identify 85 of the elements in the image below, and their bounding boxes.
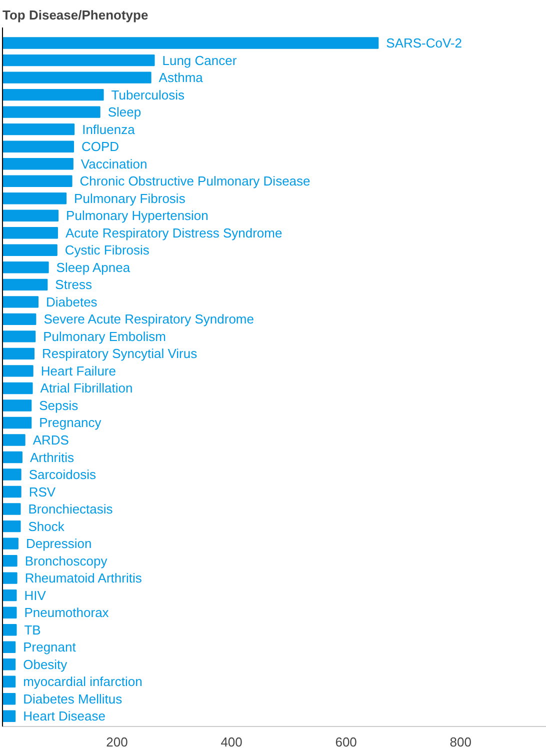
bar [2,175,72,187]
bar [2,520,21,532]
x-tick-label: 600 [335,734,357,750]
y-tick-label: Diabetes Mellitus [23,691,123,706]
bar [2,123,75,136]
bar [2,72,152,84]
y-tick-label: Sepsis [39,398,79,413]
y-tick-label: Acute Respiratory Distress Syndrome [65,225,282,240]
chart-title: Top Disease/Phenotype [2,8,148,22]
y-tick-label: Asthma [158,70,204,86]
y-tick-label: SARS-CoV-2 [386,36,462,51]
bar [2,606,17,618]
bar [2,158,74,170]
bar [2,210,59,222]
y-tick-label: Sleep Apnea [56,260,131,275]
y-tick-label: Heart Disease [23,708,106,724]
y-tick-label: Arthritis [30,450,75,465]
x-tick-label: 400 [220,734,242,750]
bar [2,227,58,239]
y-tick-label: Atrial Fibrillation [40,380,133,396]
y-tick-label: Chronic Obstructive Pulmonary Disease [80,174,310,189]
y-tick-label: COPD [82,139,120,154]
bar [2,658,16,670]
bar [2,676,16,688]
bar [2,330,36,342]
bar [2,365,34,377]
bar [2,693,16,705]
y-tick-label: Bronchoscopy [24,553,108,568]
y-tick-label: HIV [24,588,46,603]
bar [2,106,100,118]
y-tick-label: Bronchiectasis [28,502,114,517]
bar [2,140,74,152]
y-tick-label: Severe Acute Respiratory Syndrome [44,312,254,327]
bar [2,262,49,274]
y-tick-label: Shock [28,518,65,534]
bar [2,589,17,602]
y-tick-label: Influenza [82,122,136,137]
y-tick-label: Heart Failure [40,363,116,378]
y-tick-label: TB [24,622,41,638]
bar [2,538,18,550]
x-tick-label: 800 [450,734,472,750]
bar [2,400,32,412]
y-tick-label: Pregnancy [39,415,102,430]
bar [2,416,32,429]
bar [2,572,18,584]
y-tick-label: Depression [26,536,92,552]
bar [2,192,67,204]
y-tick-label: Stress [55,277,93,292]
bar [2,382,33,394]
bar [2,554,18,567]
y-tick-label: Pulmonary Hypertension [66,208,208,224]
bar [2,468,22,480]
bar [2,278,48,291]
bar [2,451,22,464]
bar [2,37,379,49]
bar [2,88,104,101]
bar [2,710,16,722]
y-tick-label: Obesity [23,656,68,672]
y-tick-label: myocardial infarction [23,674,142,690]
y-tick-label: RSV [28,484,56,500]
bar [2,434,26,446]
bar [2,624,17,636]
bar [2,503,21,515]
y-tick-label: Cystic Fibrosis [64,242,150,258]
y-tick-label: Sleep [108,104,142,120]
y-tick-label: Pregnant [23,640,76,655]
bar [2,244,58,256]
y-tick-label: Rheumatoid Arthritis [24,570,142,586]
y-tick-label: Pulmonary Embolism [43,328,166,344]
y-tick-label: Pneumothorax [24,605,110,620]
y-tick-label: ARDS [32,432,70,448]
bar [2,641,16,653]
bar [2,313,36,326]
y-tick-label: Respiratory Syncytial Virus [42,346,198,362]
bar [2,296,39,308]
x-tick-label: 200 [106,734,128,750]
y-tick-label: Sarcoidosis [28,467,97,482]
bar [2,54,155,66]
y-tick-label: Vaccination [80,156,148,172]
y-tick-label: Pulmonary Fibrosis [74,190,186,206]
bar [2,486,22,498]
y-tick-label: Tuberculosis [111,87,185,102]
bar [2,348,34,360]
y-tick-label: Lung Cancer [162,52,238,68]
y-tick-label: Diabetes [46,294,98,310]
